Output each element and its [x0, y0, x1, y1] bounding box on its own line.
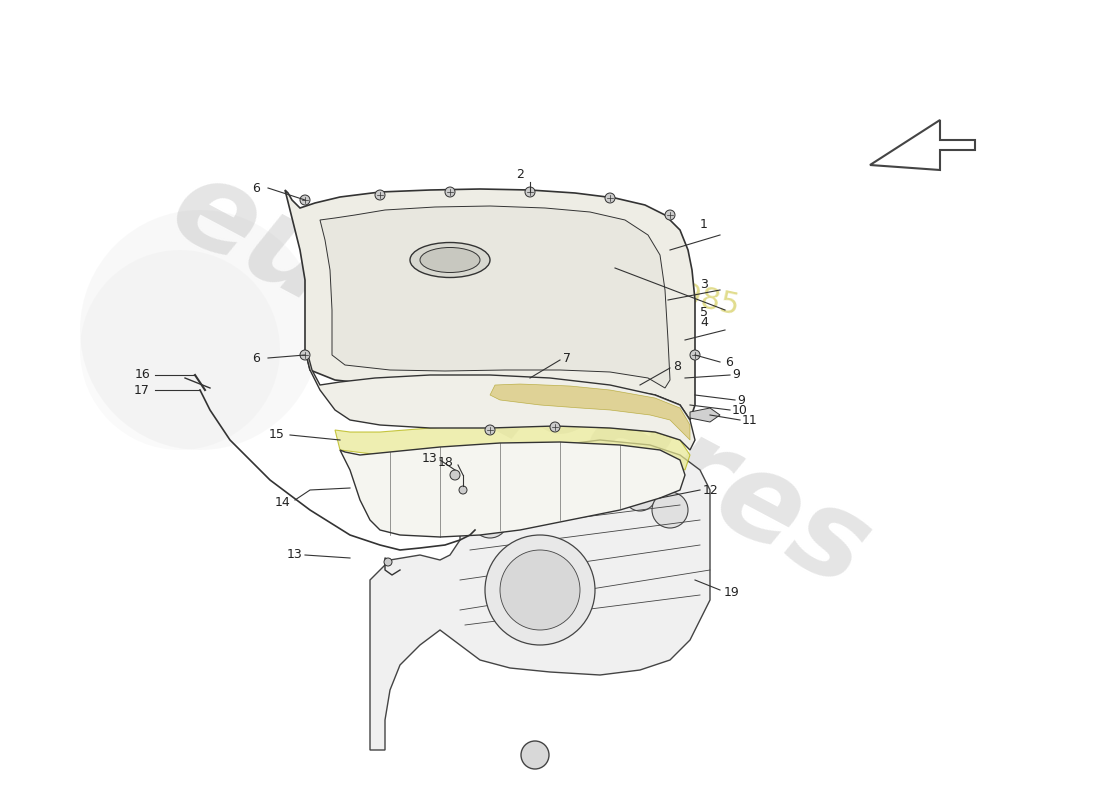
Circle shape — [384, 558, 392, 566]
Text: 15: 15 — [270, 429, 285, 442]
Polygon shape — [336, 425, 690, 470]
Circle shape — [375, 190, 385, 200]
Polygon shape — [285, 189, 695, 420]
Circle shape — [450, 470, 460, 480]
Text: 18: 18 — [438, 455, 454, 469]
Text: 4: 4 — [700, 315, 708, 329]
Polygon shape — [690, 408, 721, 422]
Text: 19: 19 — [724, 586, 739, 598]
Circle shape — [485, 535, 595, 645]
Polygon shape — [870, 120, 975, 170]
Text: 13: 13 — [421, 451, 437, 465]
Circle shape — [80, 250, 280, 450]
Circle shape — [525, 187, 535, 197]
Text: 6: 6 — [252, 182, 260, 194]
Text: 3: 3 — [700, 278, 708, 291]
Circle shape — [556, 481, 584, 509]
Circle shape — [605, 193, 615, 203]
Text: a passion for cars since 1985: a passion for cars since 1985 — [298, 199, 741, 321]
Text: 2: 2 — [516, 169, 524, 182]
Polygon shape — [490, 384, 690, 440]
Text: 5: 5 — [700, 306, 708, 318]
Text: 1: 1 — [700, 218, 708, 231]
Text: 10: 10 — [732, 403, 748, 417]
Circle shape — [459, 486, 468, 494]
Circle shape — [652, 492, 688, 528]
Text: eurospares: eurospares — [152, 147, 889, 613]
Polygon shape — [370, 440, 710, 750]
Circle shape — [624, 479, 656, 511]
Text: 16: 16 — [134, 369, 150, 382]
Circle shape — [446, 187, 455, 197]
Text: 6: 6 — [252, 351, 260, 365]
Circle shape — [596, 476, 624, 504]
Text: 11: 11 — [742, 414, 758, 426]
Text: 12: 12 — [703, 483, 718, 497]
Circle shape — [80, 210, 320, 450]
Text: 9: 9 — [732, 369, 740, 382]
Circle shape — [515, 490, 544, 520]
Circle shape — [500, 550, 580, 630]
Ellipse shape — [410, 242, 490, 278]
Circle shape — [690, 350, 700, 360]
Text: 17: 17 — [134, 383, 150, 397]
Circle shape — [300, 350, 310, 360]
Text: 9: 9 — [737, 394, 745, 406]
Text: 6: 6 — [725, 355, 733, 369]
Polygon shape — [340, 442, 685, 537]
Circle shape — [521, 741, 549, 769]
Circle shape — [485, 425, 495, 435]
Polygon shape — [320, 206, 670, 388]
Circle shape — [550, 422, 560, 432]
Text: 7: 7 — [563, 351, 571, 365]
Circle shape — [666, 210, 675, 220]
Circle shape — [300, 195, 310, 205]
Text: 13: 13 — [286, 549, 302, 562]
Text: 14: 14 — [274, 495, 290, 509]
Ellipse shape — [420, 247, 480, 273]
Polygon shape — [305, 350, 695, 450]
Circle shape — [472, 502, 508, 538]
Text: 8: 8 — [673, 359, 681, 373]
